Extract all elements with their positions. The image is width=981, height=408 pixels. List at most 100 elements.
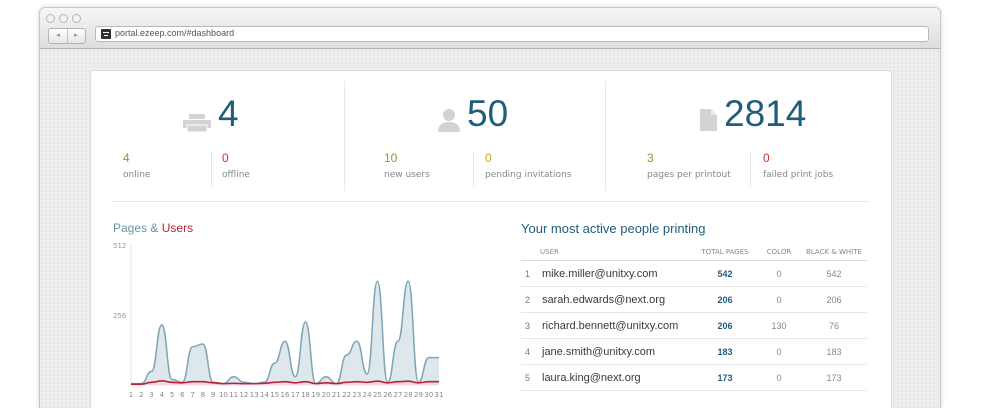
x-tick-label: 3 (149, 391, 153, 399)
maximize-window-button[interactable] (72, 14, 81, 23)
table-header-row: USER TOTAL PAGES COLOR BLACK & WHITE (521, 244, 867, 261)
failed-print-jobs-label: failed print jobs (763, 170, 834, 180)
x-tick-label: 22 (342, 391, 351, 399)
forward-icon: ▸ (74, 31, 78, 39)
users-area (131, 380, 439, 385)
browser-window: ◂ ▸ portal.ezeep.com/#dashboard 4 4 onli… (39, 7, 941, 408)
x-tick-label: 27 (393, 391, 402, 399)
new-users-count: 10 (384, 151, 398, 165)
total-pages: 206 (693, 286, 757, 313)
back-button[interactable]: ◂ (49, 29, 68, 43)
online-count: 4 (123, 151, 130, 165)
pages-per-printout-label: pages per printout (647, 170, 731, 180)
black-white-pages: 173 (801, 364, 867, 391)
chart-title-pages: Pages (113, 221, 148, 235)
row-index: 1 (521, 260, 542, 287)
x-tick-label: 30 (424, 391, 433, 399)
header-color: COLOR (757, 244, 801, 261)
x-tick-label: 31 (435, 391, 444, 399)
black-white-pages: 542 (801, 260, 867, 287)
user-icon (438, 109, 460, 132)
pending-invitations: 0 pending invitations (473, 151, 594, 187)
x-tick-label: 13 (250, 391, 259, 399)
pending-invitations-count: 0 (485, 151, 492, 165)
x-tick-label: 25 (373, 391, 382, 399)
history-nav: ◂ ▸ (48, 28, 86, 44)
row-index: 5 (521, 364, 542, 391)
y-tick-label: 512 (113, 242, 126, 250)
x-tick-label: 12 (239, 391, 248, 399)
users-total: 50 (467, 93, 509, 134)
favicon-icon (101, 29, 111, 39)
table-row[interactable]: 4 jane.smith@unitxy.com 183 0 183 (521, 338, 867, 365)
color-pages: 0 (757, 286, 801, 313)
pending-invitations-label: pending invitations (485, 170, 572, 180)
x-tick-label: 2 (139, 391, 143, 399)
table-row[interactable]: 1 mike.miller@unitxy.com 542 0 542 (521, 260, 867, 287)
close-window-button[interactable] (46, 14, 55, 23)
back-icon: ◂ (56, 31, 60, 39)
failed-print-jobs-count: 0 (763, 151, 770, 165)
x-tick-label: 8 (201, 391, 205, 399)
chart-title-users: Users (161, 221, 194, 235)
page-background: 4 4 online 0 offline 50 10 (40, 49, 940, 408)
x-tick-label: 21 (332, 391, 341, 399)
offline-label: offline (222, 170, 250, 180)
header-total-pages: TOTAL PAGES (693, 244, 757, 261)
black-white-pages: 183 (801, 338, 867, 365)
color-pages: 0 (757, 338, 801, 365)
printer-icon (183, 114, 211, 132)
printers-offline: 0 offline (211, 151, 312, 187)
total-pages: 183 (693, 338, 757, 365)
document-icon (700, 109, 717, 131)
new-users-label: new users (384, 170, 430, 180)
x-tick-label: 24 (363, 391, 372, 399)
pages-per-printout-count: 3 (647, 151, 654, 165)
total-pages: 206 (693, 312, 757, 339)
x-tick-label: 17 (291, 391, 300, 399)
x-tick-label: 10 (219, 391, 228, 399)
row-index: 4 (521, 338, 542, 365)
user-email: laura.king@next.org (542, 364, 693, 391)
x-tick-label: 14 (260, 391, 269, 399)
total-pages: 173 (693, 364, 757, 391)
table-row[interactable]: 2 sarah.edwards@next.org 206 0 206 (521, 286, 867, 313)
offline-count: 0 (222, 151, 229, 165)
minimize-window-button[interactable] (59, 14, 68, 23)
x-tick-label: 26 (383, 391, 392, 399)
online-label: online (123, 170, 151, 180)
x-tick-label: 16 (281, 391, 290, 399)
user-email: richard.bennett@unitxy.com (542, 312, 693, 339)
x-tick-label: 1 (129, 391, 133, 399)
total-pages: 542 (693, 260, 757, 287)
users-series-line (131, 380, 439, 385)
x-tick-label: 20 (322, 391, 331, 399)
url-text: portal.ezeep.com/#dashboard (115, 28, 235, 38)
forward-button[interactable]: ▸ (67, 29, 85, 43)
dashboard-card: 4 4 online 0 offline 50 10 (90, 70, 892, 408)
x-tick-label: 23 (352, 391, 361, 399)
row-index: 3 (521, 312, 542, 339)
x-tick-label: 11 (229, 391, 238, 399)
active-people-table: USER TOTAL PAGES COLOR BLACK & WHITE 1 mi… (521, 244, 867, 391)
x-tick-label: 4 (160, 391, 165, 399)
user-email: jane.smith@unitxy.com (542, 338, 693, 365)
x-tick-label: 18 (301, 391, 310, 399)
x-tick-label: 5 (170, 391, 174, 399)
x-tick-label: 7 (190, 391, 194, 399)
color-pages: 130 (757, 312, 801, 339)
table-row[interactable]: 3 richard.bennett@unitxy.com 206 130 76 (521, 312, 867, 339)
address-bar[interactable]: portal.ezeep.com/#dashboard (95, 26, 929, 42)
x-tick-label: 29 (414, 391, 423, 399)
x-tick-label: 28 (404, 391, 413, 399)
x-tick-label: 19 (311, 391, 320, 399)
browser-toolbar: ◂ ▸ portal.ezeep.com/#dashboard (40, 8, 940, 49)
table-row[interactable]: 5 laura.king@next.org 173 0 173 (521, 364, 867, 391)
pages-total: 2814 (724, 93, 807, 134)
section-divider (113, 201, 869, 202)
color-pages: 0 (757, 364, 801, 391)
x-tick-label: 15 (270, 391, 279, 399)
pages-area (131, 281, 439, 385)
printers-stat: 4 4 online 0 offline (113, 81, 368, 191)
